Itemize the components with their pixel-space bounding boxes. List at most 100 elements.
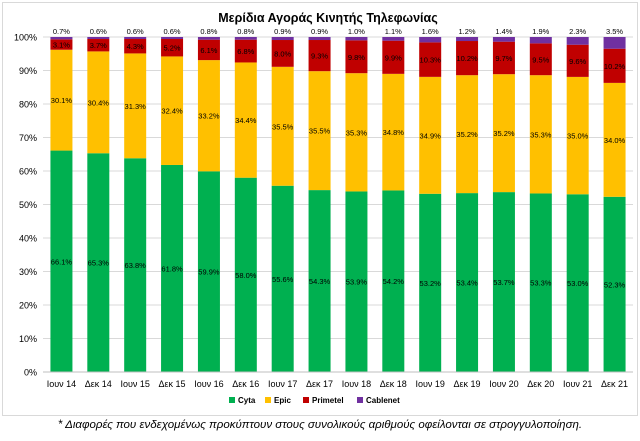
bar-segment-cyta xyxy=(419,193,442,372)
data-label-cyta: 66.1% xyxy=(51,257,73,266)
data-label-cablenet: 0.6% xyxy=(164,27,181,36)
bar-segment-cyta xyxy=(382,190,405,372)
bar-segment-cablenet xyxy=(308,37,331,41)
stacked-bar-chart: Μερίδια Αγοράς Κινητής Τηλεφωνίας 0% 10% 2… xyxy=(14,11,633,405)
bar-segment-cablenet xyxy=(345,37,368,41)
bar-segment-cyta xyxy=(234,177,257,372)
legend-swatch-cyta xyxy=(229,397,235,403)
footnote: * Διαφορές που ενδεχομένως προκύπτουν στ… xyxy=(57,419,583,431)
bar-segment-epic xyxy=(308,71,331,191)
data-label-cablenet: 0.7% xyxy=(53,27,70,36)
data-label-cyta: 53.2% xyxy=(420,279,442,288)
bar-segment-cyta xyxy=(456,193,479,372)
data-label-cablenet: 0.8% xyxy=(237,27,254,36)
data-label-cablenet: 1.4% xyxy=(495,27,512,36)
bar-segment-cyta xyxy=(566,194,589,372)
data-label-cyta: 53.3% xyxy=(530,279,552,288)
data-label-epic: 34.0% xyxy=(604,136,626,145)
data-label-primetel: 6.8% xyxy=(237,47,254,56)
y-tick-label: 10% xyxy=(19,334,37,344)
bar-segment-cyta xyxy=(50,150,73,372)
y-tick-label: 60% xyxy=(19,167,37,177)
bar-segment-epic xyxy=(492,74,515,193)
bar-segment-epic xyxy=(456,75,479,194)
y-tick-label: 0% xyxy=(24,368,37,378)
data-label-epic: 33.2% xyxy=(198,112,220,121)
bar-segment-primetel xyxy=(234,39,257,63)
data-label-cablenet: 1.6% xyxy=(422,27,439,36)
data-label-primetel: 3.1% xyxy=(53,41,70,50)
data-label-epic: 30.1% xyxy=(51,96,73,105)
x-tick-label: Δεκ 18 xyxy=(380,379,407,389)
bar-segment-cablenet xyxy=(87,37,110,40)
bar-segment-cyta xyxy=(492,192,515,372)
x-tick-label: Ιουν 14 xyxy=(47,379,76,389)
data-label-cablenet: 1.9% xyxy=(532,27,549,36)
bar-segment-epic xyxy=(271,66,294,186)
bar-segment-epic xyxy=(603,82,626,197)
chart-frame: Μερίδια Αγοράς Κινητής Τηλεφωνίας 0% 10% 2… xyxy=(2,2,638,416)
bar-segment-epic xyxy=(197,60,220,172)
bar-segment-cablenet xyxy=(492,37,515,42)
data-label-cyta: 54.3% xyxy=(309,277,331,286)
legend-label-cyta: Cyta xyxy=(238,396,256,405)
data-label-primetel: 9.6% xyxy=(569,57,586,66)
y-tick-label: 80% xyxy=(19,100,37,110)
data-label-epic: 34.8% xyxy=(383,128,405,137)
bar-segment-cablenet xyxy=(161,37,184,40)
bar-segment-primetel xyxy=(161,39,184,57)
data-label-cyta: 54.2% xyxy=(383,277,405,286)
data-label-primetel: 3.7% xyxy=(90,41,107,50)
x-tick-label: Ιουν 15 xyxy=(120,379,149,389)
x-tick-label: Δεκ 16 xyxy=(232,379,259,389)
legend-swatch-cablenet xyxy=(357,397,363,403)
x-tick-label: Ιουν 18 xyxy=(342,379,371,389)
data-label-cyta: 58.0% xyxy=(235,271,257,280)
bar-segment-primetel xyxy=(197,39,220,61)
x-tick-label: Ιουν 21 xyxy=(563,379,592,389)
bar-segment-primetel xyxy=(456,41,479,76)
bar-segment-epic xyxy=(529,75,552,194)
data-label-primetel: 4.3% xyxy=(127,42,144,51)
bar-segment-cyta xyxy=(87,153,110,372)
data-label-primetel: 9.7% xyxy=(495,54,512,63)
bar-segment-primetel xyxy=(50,39,73,50)
data-label-epic: 35.2% xyxy=(493,129,515,138)
legend-swatch-epic xyxy=(265,397,271,403)
data-label-cyta: 52.3% xyxy=(604,280,626,289)
bar-segment-epic xyxy=(345,73,368,192)
data-label-primetel: 9.5% xyxy=(532,55,549,64)
data-label-primetel: 5.2% xyxy=(164,44,181,53)
data-label-primetel: 8.0% xyxy=(274,49,291,58)
data-label-cablenet: 1.2% xyxy=(459,27,476,36)
bar-segment-epic xyxy=(419,76,442,194)
legend-swatch-primetel xyxy=(303,397,309,403)
y-tick-label: 90% xyxy=(19,66,37,76)
data-label-epic: 35.3% xyxy=(530,130,552,139)
bar-segment-cyta xyxy=(197,171,220,372)
data-label-primetel: 10.2% xyxy=(604,62,626,71)
x-tick-label: Δεκ 20 xyxy=(527,379,554,389)
chart-title: Μερίδια Αγοράς Κινητής Τηλεφωνίας xyxy=(218,11,437,25)
data-label-cyta: 59.9% xyxy=(198,268,220,277)
data-label-cyta: 53.9% xyxy=(346,278,368,287)
data-label-primetel: 9.8% xyxy=(348,53,365,62)
bar-segment-cyta xyxy=(345,191,368,372)
bar-segment-cablenet xyxy=(50,37,73,40)
y-tick-label: 70% xyxy=(19,133,37,143)
bar-segment-cyta xyxy=(308,190,331,372)
bar-segment-cablenet xyxy=(419,37,442,43)
bar-segment-cablenet xyxy=(197,37,220,40)
bar-segment-primetel xyxy=(603,48,626,83)
y-tick-label: 100% xyxy=(14,33,37,43)
bar-segment-primetel xyxy=(566,44,589,77)
data-label-cyta: 53.7% xyxy=(493,278,515,287)
data-label-epic: 35.2% xyxy=(456,130,478,139)
data-label-cablenet: 0.6% xyxy=(127,27,144,36)
bar-segment-epic xyxy=(87,51,110,154)
y-tick-label: 40% xyxy=(19,234,37,244)
bar-segment-primetel xyxy=(124,39,147,54)
bar-segment-cablenet xyxy=(124,37,147,40)
legend-label-cablenet: Cablenet xyxy=(366,396,400,405)
data-label-epic: 35.5% xyxy=(309,127,331,136)
